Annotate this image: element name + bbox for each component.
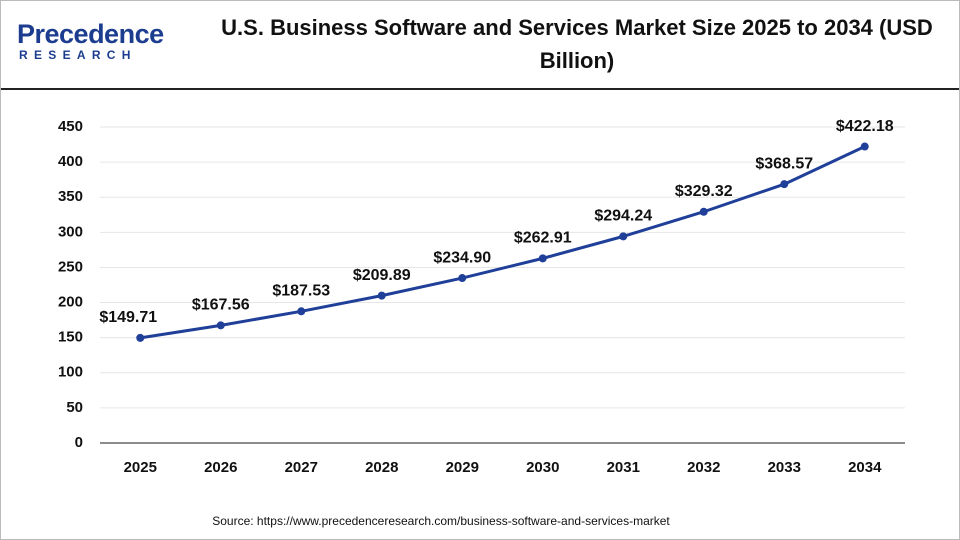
y-tick-label: 450 <box>58 118 83 135</box>
x-tick-label: 2025 <box>124 459 157 476</box>
point <box>216 321 225 330</box>
x-tick-label: 2033 <box>768 459 801 476</box>
point <box>780 180 789 189</box>
y-tick-label: 0 <box>75 434 83 451</box>
point <box>136 333 145 342</box>
value-label: $167.56 <box>192 297 250 314</box>
y-tick-label: 150 <box>58 329 83 346</box>
y-tick-label: 200 <box>58 294 83 311</box>
value-label: $234.90 <box>433 249 491 266</box>
x-tick-label: 2029 <box>446 459 479 476</box>
y-tick-label: 100 <box>58 364 83 381</box>
y-tick-label: 400 <box>58 153 83 170</box>
value-label: $149.71 <box>99 309 157 326</box>
value-label: $187.53 <box>272 283 330 300</box>
source: Source: https://www.precedenceresearch.c… <box>212 514 670 528</box>
point <box>860 142 869 151</box>
point <box>458 274 467 283</box>
value-label: $294.24 <box>594 208 652 225</box>
point <box>619 232 628 241</box>
y-tick-label: 300 <box>58 223 83 240</box>
x-tick-label: 2031 <box>607 459 640 476</box>
value-label: $368.57 <box>755 155 813 172</box>
logo-name: Precedence <box>17 19 164 49</box>
logo-tagline: RESEARCH <box>19 48 137 62</box>
value-label: $422.18 <box>836 118 894 135</box>
value-label: $329.32 <box>675 183 733 200</box>
point <box>699 207 708 216</box>
y-tick-label: 250 <box>58 258 83 275</box>
x-tick-label: 2030 <box>526 459 559 476</box>
header-separator <box>1 88 959 90</box>
x-tick-label: 2032 <box>687 459 720 476</box>
point <box>297 307 306 316</box>
point <box>538 254 547 263</box>
x-tick-label: 2027 <box>285 459 318 476</box>
x-tick-label: 2028 <box>365 459 398 476</box>
value-label: $262.91 <box>514 230 572 247</box>
line <box>140 145 866 340</box>
value-label: $209.89 <box>353 267 411 284</box>
x-tick-label: 2034 <box>848 459 882 476</box>
x-tick-label: 2026 <box>204 459 237 476</box>
chart-title: U.S. Business Software and Services Mark… <box>221 15 933 73</box>
point <box>377 291 386 300</box>
y-tick-label: 350 <box>58 188 83 205</box>
y-tick-label: 50 <box>66 399 83 416</box>
